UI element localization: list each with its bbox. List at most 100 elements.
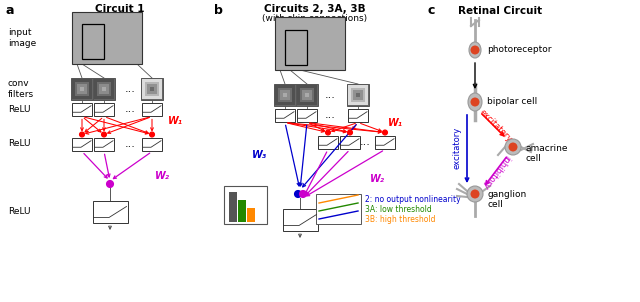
Text: amacrine
cell: amacrine cell bbox=[525, 144, 568, 163]
Bar bbox=[229, 192, 237, 222]
Text: conv
filters: conv filters bbox=[8, 79, 34, 99]
Bar bbox=[318, 136, 338, 149]
Ellipse shape bbox=[467, 186, 483, 202]
Ellipse shape bbox=[505, 139, 521, 155]
Bar bbox=[297, 108, 317, 121]
Bar bbox=[247, 208, 255, 222]
Bar bbox=[282, 92, 287, 98]
Bar bbox=[351, 88, 365, 102]
Text: ...: ... bbox=[324, 110, 335, 120]
Bar bbox=[280, 90, 290, 100]
Bar bbox=[316, 194, 361, 224]
Bar bbox=[275, 17, 345, 70]
Bar bbox=[72, 102, 92, 115]
Text: bipolar cell: bipolar cell bbox=[487, 98, 537, 107]
Text: 2: no output nonlinearity: 2: no output nonlinearity bbox=[365, 194, 461, 204]
Bar bbox=[102, 87, 106, 92]
Bar bbox=[150, 87, 154, 92]
Text: excitatory: excitatory bbox=[477, 108, 514, 144]
Text: ReLU: ReLU bbox=[8, 207, 31, 217]
Bar bbox=[297, 85, 317, 105]
Circle shape bbox=[509, 143, 518, 152]
Text: ...: ... bbox=[125, 104, 136, 114]
Bar bbox=[274, 84, 296, 106]
Bar bbox=[94, 137, 114, 150]
Bar bbox=[142, 102, 162, 115]
Bar bbox=[141, 78, 163, 100]
Text: photoreceptor: photoreceptor bbox=[487, 46, 552, 54]
Text: (with skip connections): (with skip connections) bbox=[262, 14, 367, 23]
Bar bbox=[275, 108, 295, 121]
Circle shape bbox=[102, 132, 106, 137]
Bar bbox=[238, 200, 246, 222]
Bar bbox=[282, 209, 317, 231]
Text: ...: ... bbox=[125, 84, 136, 94]
Bar bbox=[97, 82, 111, 96]
Circle shape bbox=[326, 130, 330, 135]
Text: 3A: low threshold: 3A: low threshold bbox=[365, 204, 432, 214]
Bar bbox=[296, 84, 318, 106]
Bar bbox=[356, 92, 360, 98]
Circle shape bbox=[383, 130, 387, 135]
Bar bbox=[348, 85, 368, 105]
Bar bbox=[79, 87, 84, 92]
Bar bbox=[77, 84, 87, 94]
Ellipse shape bbox=[468, 93, 482, 111]
Circle shape bbox=[106, 181, 113, 188]
Bar bbox=[94, 79, 114, 99]
Text: ReLU: ReLU bbox=[8, 104, 31, 114]
Text: inhibitory: inhibitory bbox=[480, 153, 511, 190]
Circle shape bbox=[470, 46, 479, 54]
Text: ReLU: ReLU bbox=[8, 140, 31, 149]
Bar bbox=[71, 78, 93, 100]
Bar bbox=[72, 12, 142, 64]
Text: W₃: W₃ bbox=[252, 149, 267, 159]
Circle shape bbox=[470, 189, 479, 198]
Text: ...: ... bbox=[125, 139, 136, 149]
Bar bbox=[275, 85, 295, 105]
Text: Retinal Circuit: Retinal Circuit bbox=[458, 6, 542, 16]
Text: W₁: W₁ bbox=[168, 117, 183, 127]
Text: Circuit 1: Circuit 1 bbox=[95, 4, 145, 14]
Bar bbox=[147, 84, 157, 94]
Text: ...: ... bbox=[360, 137, 371, 147]
Bar bbox=[347, 84, 369, 106]
Text: W₁: W₁ bbox=[388, 118, 403, 128]
Text: W₂: W₂ bbox=[370, 174, 385, 184]
Bar bbox=[82, 24, 104, 59]
Bar bbox=[302, 90, 312, 100]
Bar bbox=[285, 30, 307, 65]
Text: W₂: W₂ bbox=[155, 171, 170, 181]
Bar bbox=[305, 92, 310, 98]
Text: Circuits 2, 3A, 3B: Circuits 2, 3A, 3B bbox=[264, 4, 366, 14]
Circle shape bbox=[150, 132, 154, 137]
Text: input
image: input image bbox=[8, 28, 36, 48]
Bar bbox=[142, 79, 162, 99]
Bar bbox=[72, 137, 92, 150]
Text: ...: ... bbox=[324, 90, 335, 100]
Text: a: a bbox=[6, 4, 15, 17]
Ellipse shape bbox=[469, 42, 481, 58]
Bar bbox=[353, 90, 363, 100]
Bar bbox=[94, 102, 114, 115]
Text: excitatory: excitatory bbox=[452, 127, 461, 169]
Circle shape bbox=[294, 191, 301, 198]
Circle shape bbox=[79, 132, 84, 137]
Circle shape bbox=[348, 130, 353, 135]
Bar bbox=[340, 136, 360, 149]
Bar bbox=[142, 137, 162, 150]
Bar bbox=[93, 201, 127, 223]
Bar bbox=[99, 84, 109, 94]
Bar bbox=[145, 82, 159, 96]
Text: b: b bbox=[214, 4, 223, 17]
Bar bbox=[75, 82, 90, 96]
Bar bbox=[72, 79, 92, 99]
Bar bbox=[348, 108, 368, 121]
Bar bbox=[375, 136, 395, 149]
Bar bbox=[224, 186, 267, 224]
Circle shape bbox=[470, 98, 479, 107]
Bar bbox=[300, 88, 314, 102]
Text: 3B: high threshold: 3B: high threshold bbox=[365, 214, 435, 223]
Text: ganglion
cell: ganglion cell bbox=[487, 190, 526, 209]
Bar bbox=[93, 78, 115, 100]
